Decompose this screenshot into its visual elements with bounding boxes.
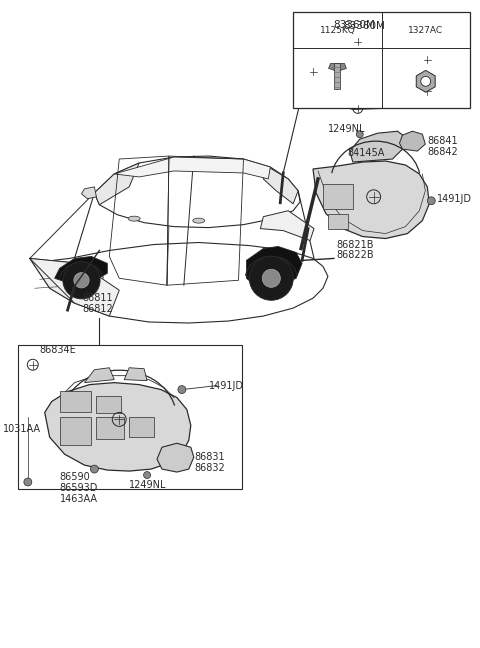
Text: 86841: 86841 bbox=[427, 136, 458, 146]
Polygon shape bbox=[328, 64, 347, 71]
Polygon shape bbox=[313, 52, 368, 62]
Polygon shape bbox=[399, 131, 425, 151]
Bar bbox=[96, 395, 121, 413]
Text: 1463AA: 1463AA bbox=[60, 494, 97, 504]
Text: 1491JD: 1491JD bbox=[437, 194, 472, 203]
Text: 84145A: 84145A bbox=[348, 148, 385, 158]
Text: 86834E: 86834E bbox=[40, 345, 76, 355]
Polygon shape bbox=[114, 157, 270, 179]
Polygon shape bbox=[313, 161, 429, 238]
Polygon shape bbox=[298, 41, 437, 110]
Polygon shape bbox=[416, 71, 435, 92]
Polygon shape bbox=[264, 167, 298, 203]
Text: 1491JD: 1491JD bbox=[209, 380, 244, 391]
Text: 86593D: 86593D bbox=[60, 483, 98, 493]
Circle shape bbox=[178, 386, 186, 393]
Polygon shape bbox=[30, 259, 89, 303]
Text: 86822B: 86822B bbox=[336, 250, 373, 260]
Text: 1031AA: 1031AA bbox=[3, 424, 41, 434]
Bar bbox=[293, 12, 470, 108]
Circle shape bbox=[90, 465, 98, 473]
Polygon shape bbox=[45, 382, 191, 471]
Text: 1249NL: 1249NL bbox=[328, 124, 365, 134]
Text: 83360M: 83360M bbox=[343, 21, 384, 31]
Circle shape bbox=[63, 262, 100, 299]
Polygon shape bbox=[246, 246, 302, 288]
Circle shape bbox=[356, 131, 363, 137]
Bar bbox=[18, 345, 242, 489]
Polygon shape bbox=[84, 367, 114, 382]
Circle shape bbox=[421, 76, 431, 86]
Circle shape bbox=[427, 197, 435, 205]
Text: 83360M: 83360M bbox=[333, 20, 375, 30]
Polygon shape bbox=[157, 443, 194, 472]
Ellipse shape bbox=[193, 218, 204, 223]
Bar bbox=[96, 417, 124, 439]
Bar bbox=[60, 417, 91, 445]
Text: 86812: 86812 bbox=[82, 304, 113, 314]
Text: 86590: 86590 bbox=[60, 472, 90, 482]
Bar bbox=[60, 391, 91, 412]
Ellipse shape bbox=[128, 216, 140, 221]
Circle shape bbox=[144, 472, 151, 478]
Circle shape bbox=[262, 270, 280, 287]
Text: 1327AC: 1327AC bbox=[408, 25, 444, 34]
Circle shape bbox=[74, 273, 89, 288]
Polygon shape bbox=[350, 131, 406, 162]
Polygon shape bbox=[260, 211, 314, 240]
Text: 1249NL: 1249NL bbox=[129, 480, 167, 490]
Bar bbox=[129, 417, 154, 437]
Polygon shape bbox=[82, 187, 96, 199]
Text: 1125KQ: 1125KQ bbox=[320, 25, 355, 34]
Polygon shape bbox=[124, 367, 147, 380]
Bar bbox=[335, 64, 340, 89]
Polygon shape bbox=[378, 50, 427, 71]
Text: 86842: 86842 bbox=[427, 147, 458, 157]
Circle shape bbox=[249, 257, 293, 300]
Text: 86821B: 86821B bbox=[336, 240, 373, 249]
Polygon shape bbox=[55, 257, 108, 283]
Circle shape bbox=[24, 478, 32, 486]
Bar bbox=[323, 184, 353, 209]
Text: 86831: 86831 bbox=[195, 452, 226, 462]
Polygon shape bbox=[30, 259, 119, 316]
Bar bbox=[328, 214, 348, 229]
Text: 86832: 86832 bbox=[195, 463, 226, 473]
Polygon shape bbox=[95, 163, 139, 205]
Text: 86811: 86811 bbox=[82, 293, 113, 303]
